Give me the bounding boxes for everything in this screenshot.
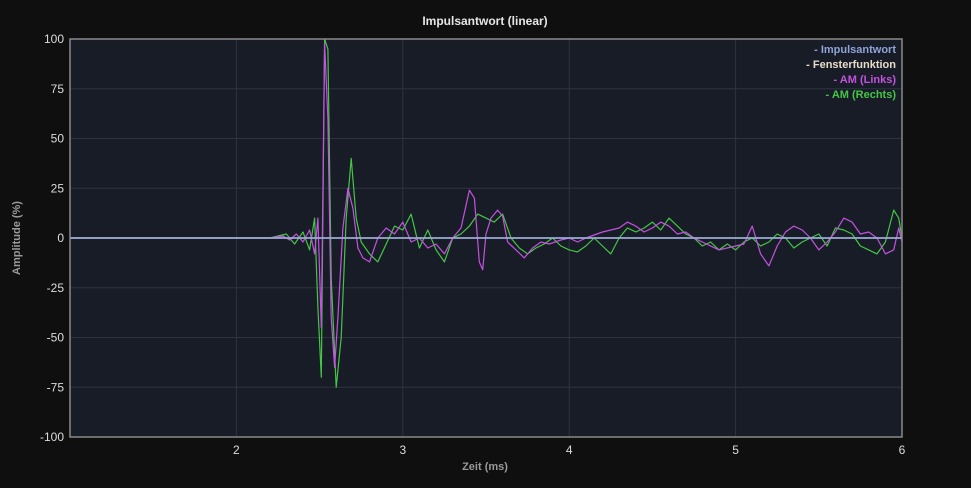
x-axis-label: Zeit (ms) [462,461,508,473]
y-tick-label: 0 [57,231,64,245]
series-line-am-links [70,42,903,368]
y-tick-label: 75 [51,82,65,96]
plot-frame [69,38,903,438]
x-axis: 2 3 4 5 6 [233,443,906,457]
legend-item-am-rechts[interactable]: - AM (Rechts) [826,89,897,101]
chart-title: Impulsantwort (linear) [422,14,547,28]
y-tick-label: -25 [47,281,65,295]
x-tick-label: 2 [233,443,240,457]
y-tick-label: -50 [47,331,65,345]
y-tick-label: -75 [47,380,65,394]
x-tick-label: 5 [732,443,739,457]
y-axis: 100 75 50 25 0 -25 -50 -75 -100 [40,32,64,444]
series-layer [70,38,903,388]
y-axis-label: Amplitude (%) [11,201,23,275]
legend-item-am-links[interactable]: - AM (Links) [833,74,896,86]
y-tick-label: 50 [51,132,65,146]
y-tick-label: 25 [51,181,65,195]
legend-item-impulsantwort[interactable]: - Impulsantwort [814,44,896,56]
x-tick-label: 3 [399,443,406,457]
legend-item-fensterfunktion[interactable]: - Fensterfunktion [806,59,896,71]
y-tick-label: 100 [44,32,64,46]
x-tick-label: 4 [566,443,573,457]
legend[interactable]: - Impulsantwort - Fensterfunktion - AM (Li… [806,44,896,101]
y-tick-label: -100 [40,430,64,444]
x-tick-label: 6 [899,443,906,457]
